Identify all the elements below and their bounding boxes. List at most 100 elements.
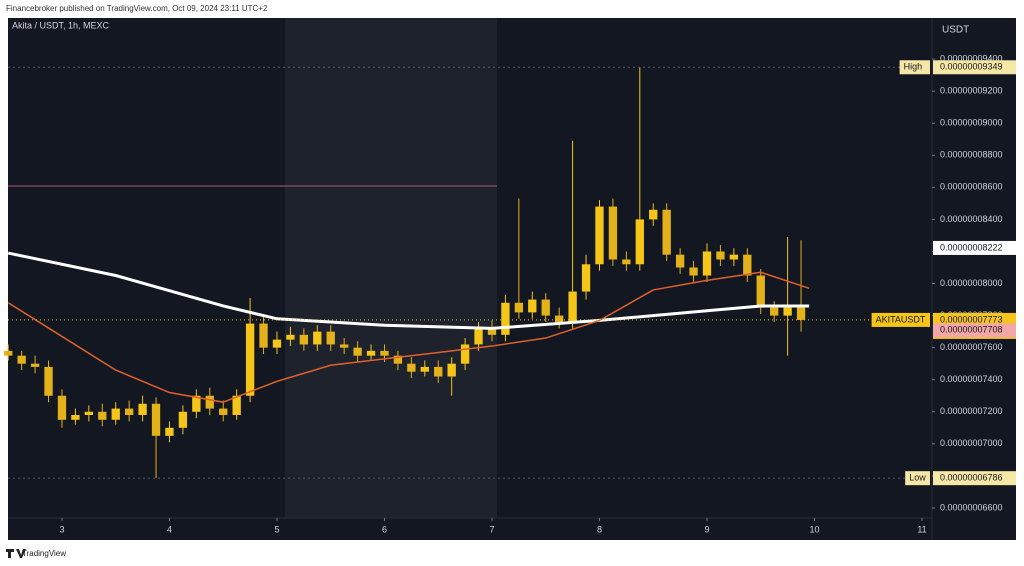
candle-body — [4, 350, 13, 356]
candle-body — [30, 363, 40, 367]
candle-body — [675, 254, 685, 268]
x-tick-label: 11 — [917, 524, 926, 534]
candle-body — [111, 408, 120, 420]
candle-body — [326, 331, 335, 345]
y-tick-label: 0.00000006600 — [940, 502, 1003, 512]
candle-body — [702, 251, 712, 276]
candle-body — [138, 403, 147, 415]
candle-body — [165, 427, 174, 436]
candle-body — [151, 403, 161, 436]
price-tag-box — [871, 312, 930, 327]
price-axis — [932, 18, 1016, 540]
y-tick-label: 0.00000007600 — [940, 342, 1003, 352]
y-tick-label: 0.00000007200 — [940, 406, 1003, 416]
candle-body — [635, 219, 644, 265]
candle-body — [756, 275, 765, 308]
candle-body — [783, 307, 792, 316]
price-label: 0.00000007773 — [940, 314, 1003, 324]
y-tick-label: 0.00000007400 — [940, 374, 1003, 384]
candle-body — [487, 328, 497, 335]
time-axis — [8, 518, 932, 540]
y-tick-label: 0.00000008000 — [940, 278, 1003, 288]
candle-body — [649, 209, 658, 220]
price-tag: Low — [909, 473, 926, 483]
candle-body — [17, 355, 26, 364]
candle-body — [299, 334, 309, 345]
candle-body — [796, 307, 806, 320]
candle-body — [729, 254, 739, 260]
candle-body — [219, 408, 228, 415]
price-label: 0.00000008222 — [940, 242, 1003, 252]
price-label-box — [933, 471, 1016, 486]
candle-body — [770, 307, 779, 316]
y-tick-label: 0.00000008400 — [940, 214, 1003, 224]
price-label: 0.00000009349 — [940, 62, 1003, 72]
x-tick-label: 9 — [704, 524, 709, 534]
logo — [6, 549, 26, 558]
price-tag: High — [904, 62, 923, 72]
candle-body — [205, 395, 214, 409]
candle-body — [460, 344, 470, 364]
candle-body — [568, 291, 577, 323]
candle-body — [474, 328, 483, 345]
candle-body — [353, 347, 362, 356]
candle-body — [245, 323, 255, 396]
candle-body — [71, 414, 80, 420]
candle-body — [622, 259, 631, 265]
candle-body — [743, 254, 752, 276]
candle-body — [595, 206, 604, 265]
x-tick-label: 3 — [59, 524, 64, 534]
candle-body — [192, 395, 201, 412]
candle-body — [57, 395, 67, 420]
candle-body — [380, 350, 389, 356]
candle-body — [178, 411, 188, 428]
x-tick-label: 8 — [597, 524, 602, 534]
candle-body — [313, 331, 322, 345]
candle-body — [366, 350, 376, 356]
candle-body — [393, 355, 403, 364]
chart-title: Akita / USDT, 1h, MEXC — [12, 20, 110, 30]
price-label: 0.00000006786 — [940, 473, 1003, 483]
candle-body — [84, 411, 94, 415]
price-label: 0.00000007708 — [940, 325, 1003, 335]
candle-body — [501, 302, 510, 335]
candle-body — [44, 366, 53, 396]
candle-body — [555, 315, 564, 323]
price-label-box — [933, 323, 1016, 338]
candle-body — [447, 363, 456, 377]
axis-unit: USDT — [942, 25, 969, 36]
price-tag-box — [905, 471, 930, 486]
candle-body — [259, 323, 268, 348]
x-tick-label: 5 — [274, 524, 279, 534]
candle-body — [528, 299, 537, 313]
moving-average — [7, 271, 810, 403]
candle-body — [420, 366, 429, 372]
y-tick-label: 0.00000008600 — [940, 182, 1003, 192]
x-tick-label: 4 — [167, 524, 172, 534]
candle-body — [541, 299, 550, 316]
candle-body — [272, 339, 282, 348]
price-label-box — [933, 60, 1016, 75]
y-tick-label: 0.00000008800 — [940, 150, 1003, 160]
price-label-box — [933, 240, 1016, 255]
candle-body — [662, 209, 671, 255]
candle-body — [407, 363, 416, 372]
candle-body — [716, 251, 725, 260]
footer: TradingView — [6, 549, 66, 558]
publisher-note: Financebroker published on TradingView.c… — [6, 4, 268, 13]
price-tag-box — [899, 60, 930, 75]
price-tag: AKITAUSDT — [876, 314, 926, 324]
candle-body — [286, 334, 295, 340]
y-tick-label: 0.00000009200 — [940, 86, 1003, 96]
candle-body — [689, 267, 698, 276]
y-tick-label: 0.00000009000 — [940, 118, 1003, 128]
moving-average — [7, 251, 810, 330]
candle-body — [581, 264, 591, 292]
candle-body — [124, 408, 134, 415]
x-tick-label: 10 — [809, 524, 819, 534]
y-tick-label: 0.00000007000 — [940, 438, 1003, 448]
candle-body — [608, 206, 618, 260]
x-tick-label: 7 — [489, 524, 494, 534]
y-tick-label: 0.00000009400 — [940, 53, 1003, 63]
